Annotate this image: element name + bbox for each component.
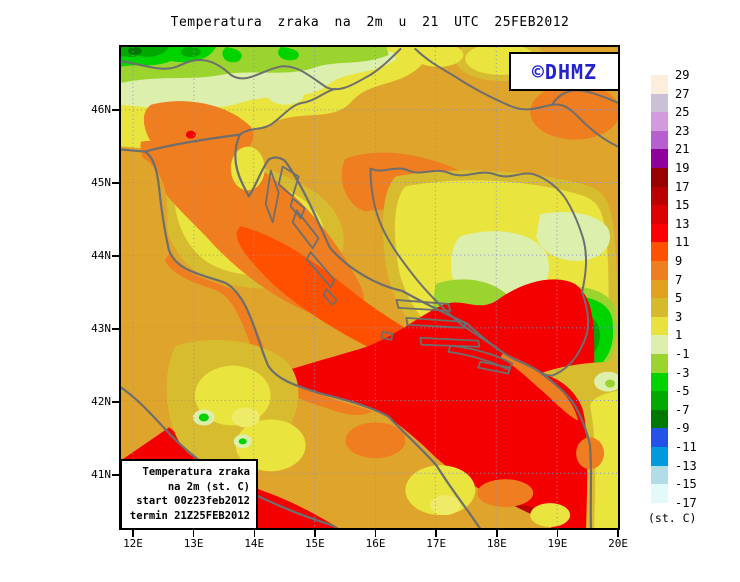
y-axis-tick	[112, 474, 119, 476]
y-axis-tick	[112, 182, 119, 184]
forecast-info-box: Temperatura zraka na 2m (st. C) start 00…	[120, 459, 258, 530]
y-axis-tick-label: 45N	[91, 176, 111, 189]
legend-swatch	[651, 261, 668, 280]
legend-swatch	[651, 75, 668, 94]
y-axis-tick-label: 41N	[91, 468, 111, 481]
legend-value: -17	[675, 495, 697, 510]
legend-value: 7	[675, 272, 683, 287]
legend-value: 21	[675, 142, 690, 157]
legend-swatch	[651, 298, 668, 317]
terrain-shading	[121, 47, 618, 528]
grid-lines	[121, 47, 618, 528]
legend-swatch	[651, 279, 668, 299]
y-axis-tick	[112, 255, 119, 257]
legend-swatch	[651, 391, 668, 410]
legend-swatch	[651, 205, 668, 224]
legend-swatch	[651, 149, 668, 168]
legend-value: -9	[675, 421, 690, 436]
legend-value: 15	[675, 198, 690, 213]
legend-swatch	[651, 409, 668, 429]
legend-value: -5	[675, 384, 690, 399]
legend-value: 3	[675, 309, 683, 324]
legend-swatch	[651, 316, 668, 336]
map-plot-area: ©DHMZ Temperatura zraka na 2m (st. C) st…	[119, 45, 620, 530]
legend-value: 1	[675, 328, 683, 343]
x-axis-tick-label: 15E	[304, 537, 325, 550]
legend-swatch	[651, 130, 668, 150]
y-axis-tick-label: 46N	[91, 103, 111, 116]
legend-swatch	[651, 484, 668, 503]
legend-swatch	[651, 447, 668, 466]
legend-swatch	[651, 112, 668, 131]
x-axis-tick	[496, 530, 498, 537]
x-axis-tick-label: 20E	[608, 537, 628, 550]
x-axis-tick-label: 19E	[547, 537, 568, 550]
legend-value: 5	[675, 291, 683, 306]
legend-swatch	[651, 186, 668, 206]
y-axis-tick-label: 42N	[91, 395, 111, 408]
legend-value: -3	[675, 365, 690, 380]
x-axis-tick	[556, 530, 559, 537]
y-axis-tick	[112, 328, 119, 330]
legend-swatch	[651, 242, 668, 261]
x-axis-tick-label: 12E	[123, 537, 143, 550]
legend-value: 13	[675, 216, 690, 231]
temperature-shading-map	[121, 47, 618, 528]
info-line-4: termin 21Z25FEB2012	[129, 509, 250, 522]
legend-value: 23	[675, 123, 690, 138]
legend-swatch	[651, 223, 668, 243]
color-scale-legend: 29 27 25 23 21 19 17 15 13 11 9 7 5 3 1 -1 -3 -5 -7 -9 -11 -1…	[651, 68, 740, 525]
legend-value: 11	[675, 235, 690, 250]
legend-swatch	[651, 502, 668, 522]
x-axis-tick	[253, 530, 255, 537]
x-axis-tick-label: 16E	[365, 537, 386, 550]
legend-value: -11	[675, 440, 697, 454]
y-axis-tick	[112, 401, 119, 403]
x-axis-tick-label: 18E	[486, 537, 507, 550]
x-axis-tick-label: 17E	[426, 537, 447, 550]
legend-value: -13	[675, 458, 697, 473]
legend-value: 27	[675, 86, 690, 101]
legend-swatch	[651, 354, 668, 373]
legend-swatch	[651, 372, 668, 392]
legend-value: 29	[675, 68, 690, 82]
info-line-2: na 2m (st. C)	[167, 480, 250, 493]
x-axis-tick	[192, 530, 195, 537]
info-line-1: Temperatura zraka	[142, 466, 250, 478]
legend-value: 17	[675, 179, 690, 194]
legend-swatch	[651, 335, 668, 354]
info-line-3: start 00z23feb2012	[136, 495, 250, 507]
legend-value: 25	[675, 105, 690, 120]
x-axis-tick	[132, 530, 134, 537]
dhmz-logo-text: ©DHMZ	[531, 59, 598, 84]
legend-swatch	[651, 428, 668, 447]
islands	[264, 165, 514, 375]
legend-swatch	[651, 465, 668, 485]
y-axis-tick-label: 43N	[91, 322, 111, 335]
x-axis-tick-label: 13E	[183, 537, 204, 550]
legend-value: -1	[675, 347, 690, 361]
x-axis-tick-label: 14E	[244, 537, 265, 550]
dhmz-logo: ©DHMZ	[509, 52, 620, 91]
x-axis-tick	[617, 530, 619, 537]
legend-value: -7	[675, 402, 690, 417]
legend-value: -15	[675, 477, 697, 492]
x-axis-tick	[435, 530, 437, 537]
legend-value: 9	[675, 254, 683, 268]
legend-value: 19	[675, 161, 690, 175]
x-axis-tick	[314, 530, 316, 537]
x-axis-tick	[374, 530, 377, 537]
y-axis-tick	[112, 109, 119, 111]
y-axis-tick-label: 44N	[91, 249, 111, 262]
map-title: Temperatura zraka na 2m u 21 UTC 25FEB20…	[170, 15, 570, 30]
legend-unit-label: (st. C)	[648, 511, 697, 525]
legend-swatch	[651, 93, 668, 113]
legend-swatch	[651, 168, 668, 187]
